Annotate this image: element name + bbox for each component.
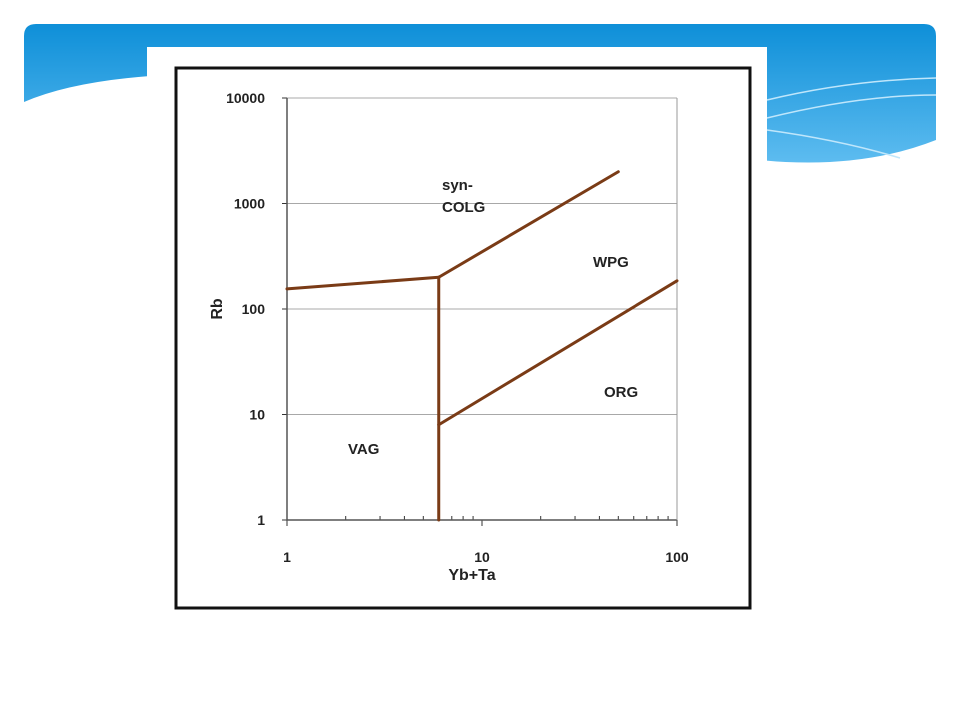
boundary-line <box>437 170 620 279</box>
y-axis-label: Rb <box>209 298 226 320</box>
y-tick-label: 100 <box>242 301 266 317</box>
boundary-line <box>285 275 441 291</box>
y-tick-label: 1000 <box>234 196 265 212</box>
x-tick-label: 10 <box>474 549 490 565</box>
boundary-line <box>437 279 679 427</box>
y-tick-label: 1 <box>257 512 265 528</box>
header-swoosh <box>766 77 937 159</box>
y-tick-label: 10000 <box>226 90 265 106</box>
plot: 1 10 100 1000 10000 1 10 100 Yb+Ta Rb syn- COLG WPG O… <box>209 90 689 584</box>
region-label: VAG <box>348 441 379 458</box>
y-tick-label: 10 <box>249 407 265 423</box>
x-tick-label: 1 <box>283 549 291 565</box>
x-axis-label: Yb+Ta <box>448 567 495 584</box>
region-label: syn- <box>442 177 473 194</box>
region-label: WPG <box>593 254 629 271</box>
region-label: ORG <box>604 384 638 401</box>
x-tick-label: 100 <box>665 549 689 565</box>
region-label: COLG <box>442 199 485 216</box>
